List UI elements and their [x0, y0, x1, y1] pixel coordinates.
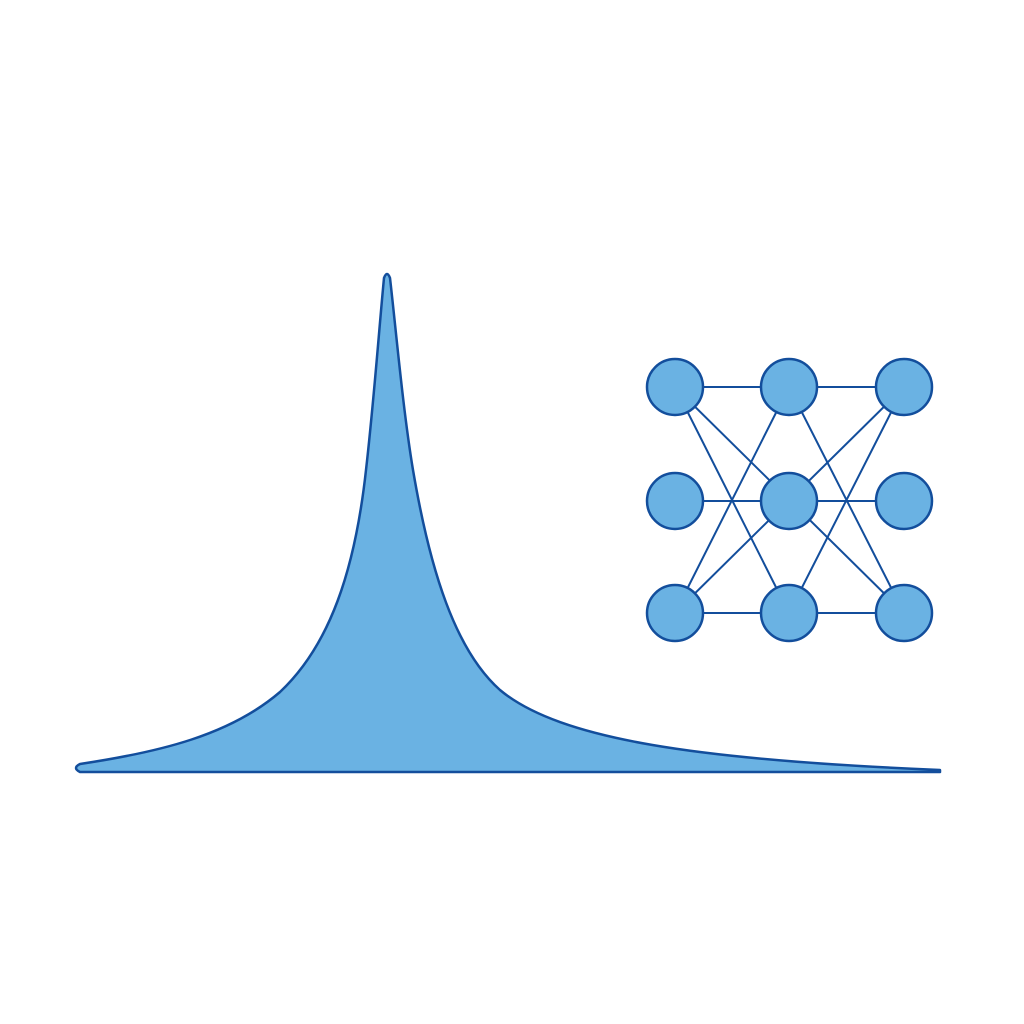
network-node — [759, 357, 819, 417]
network-node — [874, 471, 934, 531]
network-node — [645, 471, 705, 531]
network-edge — [788, 386, 905, 614]
peak-distribution-curve — [74, 272, 942, 774]
network-node — [759, 583, 819, 643]
peak-curve-area — [74, 272, 942, 774]
network-node — [874, 357, 934, 417]
network-node — [645, 357, 705, 417]
network-node — [874, 583, 934, 643]
network-node — [645, 583, 705, 643]
network-graph-icon — [645, 357, 934, 643]
network-node — [759, 471, 819, 531]
network-edge — [674, 386, 790, 614]
network-nodes — [645, 357, 934, 643]
